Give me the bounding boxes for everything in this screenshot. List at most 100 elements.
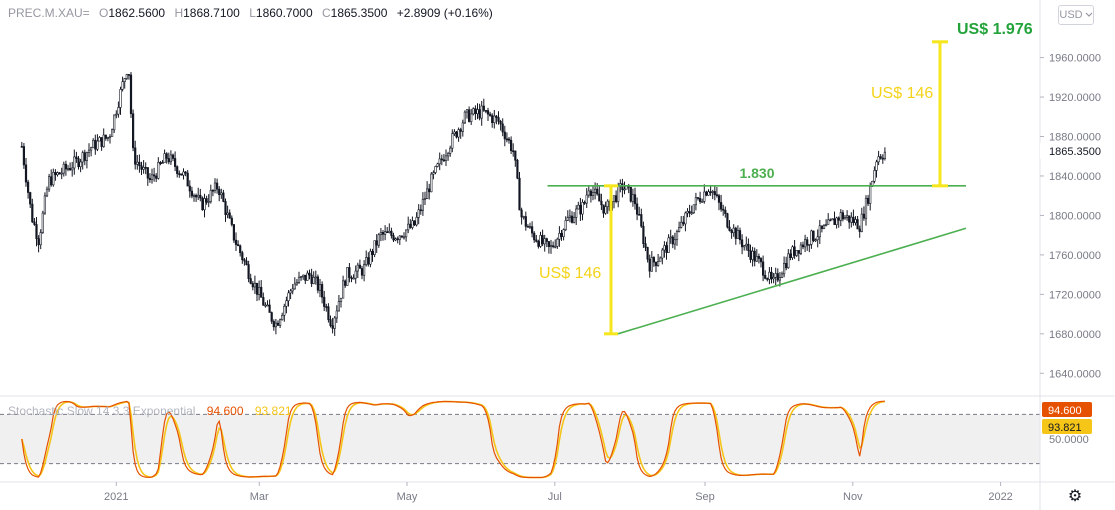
candle-body xyxy=(644,243,647,248)
candle-body xyxy=(426,188,429,199)
candle-body xyxy=(465,109,469,113)
candle-body xyxy=(100,137,103,147)
candle-body xyxy=(766,278,769,280)
candle-body xyxy=(638,214,641,216)
candle-body xyxy=(428,188,431,193)
candle-body xyxy=(518,177,521,211)
candle-body xyxy=(371,251,374,255)
candle-body xyxy=(646,247,649,260)
candle-body xyxy=(274,322,278,328)
candle-body xyxy=(678,227,681,232)
candle-body xyxy=(879,156,882,159)
candle-body xyxy=(528,226,532,228)
candle-body xyxy=(604,206,607,214)
candle-body xyxy=(732,227,735,234)
projection-label: US$ 146 xyxy=(871,85,933,102)
candle-body xyxy=(652,257,656,263)
candle-body xyxy=(787,253,790,269)
candle-body xyxy=(117,107,120,115)
candle-body xyxy=(211,189,215,192)
candle-body xyxy=(58,172,61,175)
candle-body xyxy=(881,157,884,160)
candle-body xyxy=(598,193,601,202)
candle-body xyxy=(690,212,693,215)
stochastic-k-line xyxy=(21,400,885,479)
support-trendline xyxy=(617,227,967,335)
candle-body xyxy=(360,268,364,276)
candle-body xyxy=(654,261,658,266)
candle-body xyxy=(503,131,506,140)
currency-button[interactable]: USD xyxy=(1058,5,1094,25)
candle-body xyxy=(102,134,105,147)
candle-body xyxy=(791,246,794,258)
candle-body xyxy=(31,203,34,223)
candle-body xyxy=(482,105,485,111)
candle-body xyxy=(762,261,765,276)
candle-body xyxy=(575,208,578,218)
candle-body xyxy=(111,129,114,137)
candle-body xyxy=(327,306,330,320)
candle-body xyxy=(310,274,313,284)
candle-body xyxy=(203,198,206,211)
candle-body xyxy=(64,163,68,170)
candle-body xyxy=(352,277,355,280)
candle-body xyxy=(631,194,635,202)
candle-body xyxy=(594,188,597,193)
candle-body xyxy=(121,81,124,90)
candle-body xyxy=(253,282,257,288)
candle-body xyxy=(512,150,515,153)
candle-body xyxy=(602,204,605,214)
candle-body xyxy=(184,171,187,174)
candle-body xyxy=(321,284,324,298)
candle-body xyxy=(543,238,546,245)
candle-body xyxy=(60,172,63,175)
candle-body xyxy=(90,147,93,151)
candle-body xyxy=(705,191,708,196)
candle-body xyxy=(220,192,223,196)
candle-body xyxy=(510,139,513,152)
candle-body xyxy=(226,212,229,215)
candle-body xyxy=(699,198,702,202)
candle-body xyxy=(289,290,292,294)
y-tick-label: 1960.0000 xyxy=(1049,53,1101,65)
candle-body xyxy=(379,232,383,236)
candle-body xyxy=(39,232,42,246)
candle-body xyxy=(694,197,698,206)
candle-body xyxy=(669,236,672,239)
candle-body xyxy=(373,240,376,255)
candle-body xyxy=(541,235,544,245)
symbol-name[interactable]: PREC.M.XAU= xyxy=(8,6,90,20)
gear-icon[interactable]: ⚙ xyxy=(1067,488,1083,505)
candle-body xyxy=(66,168,70,170)
candle-body xyxy=(155,175,158,179)
candle-body xyxy=(188,185,191,192)
candle-body xyxy=(480,105,483,119)
candle-body xyxy=(249,278,252,284)
candle-body xyxy=(165,153,168,159)
candle-body xyxy=(734,227,737,239)
stochastic-name[interactable]: Stochastic Slow 14 3 3 Exponential xyxy=(8,404,196,418)
candle-body xyxy=(451,133,454,149)
x-tick-label: Sep xyxy=(695,491,715,503)
candle-body xyxy=(106,137,110,139)
candle-body xyxy=(856,219,859,230)
candle-body xyxy=(365,257,368,265)
x-tick-label: 2022 xyxy=(988,491,1012,503)
candle-body xyxy=(600,200,603,206)
candle-body xyxy=(883,151,887,159)
candle-body xyxy=(390,230,393,236)
candle-body xyxy=(711,191,714,193)
candle-body xyxy=(304,274,307,281)
candle-body xyxy=(247,264,250,279)
candle-body xyxy=(629,186,632,202)
candle-body xyxy=(682,221,685,225)
resistance-label: 1.830 xyxy=(739,165,774,181)
candle-body xyxy=(545,238,548,242)
candle-body xyxy=(493,115,496,123)
candle-body xyxy=(146,167,149,179)
candle-body xyxy=(833,218,836,225)
candle-body xyxy=(342,280,345,299)
candle-body xyxy=(415,217,418,226)
candle-body xyxy=(825,224,828,226)
